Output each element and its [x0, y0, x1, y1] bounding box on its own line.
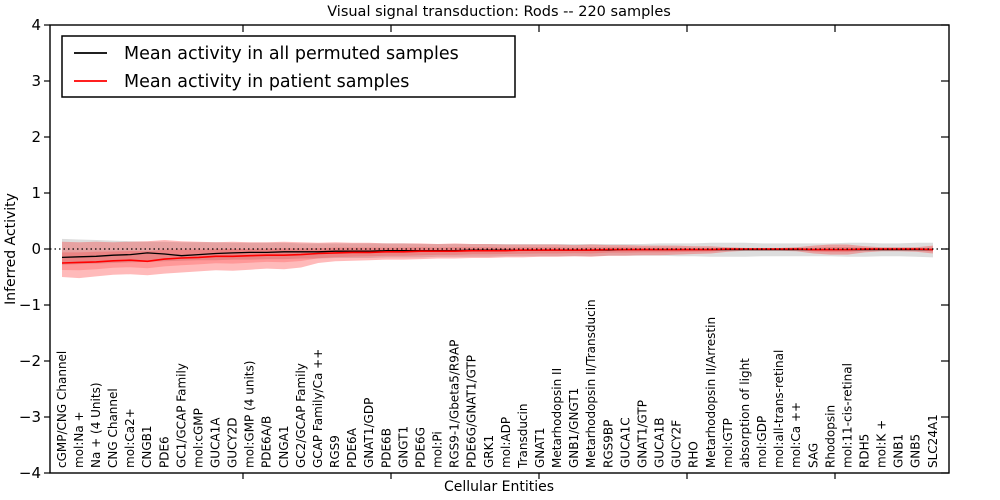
x-category-label: SAG: [806, 443, 820, 468]
x-category-label: Metarhodopsin II/Arrestin: [704, 317, 718, 468]
x-category-label: mol:GTP: [721, 418, 735, 468]
x-category-label: cGMP/CNG Channel: [55, 351, 69, 468]
x-category-label: GC2/GCAP Family: [294, 363, 308, 468]
x-category-label: GRK1: [482, 435, 496, 468]
x-category-label: mol:K +: [875, 420, 889, 468]
x-category-label: RGS9: [328, 435, 342, 468]
x-category-label: GNB1/GNGT1: [567, 388, 581, 468]
x-category-label: RDH5: [858, 434, 872, 468]
x-category-label: CNG Channel: [106, 388, 120, 468]
x-category-label: mol:Ca ++: [789, 402, 803, 468]
x-category-label: GUCA1A: [209, 417, 223, 468]
x-category-label: GNAT1: [533, 427, 547, 468]
x-category-label: mol:GMP (4 units): [243, 361, 257, 468]
x-category-label: mol:Pi: [431, 431, 445, 468]
x-category-label: Na + (4 Units): [89, 382, 103, 468]
x-category-label: PDE6G: [413, 427, 427, 468]
x-category-label: mol:11-cis-retinal: [840, 363, 854, 468]
x-category-label: GNAT1/GDP: [362, 398, 376, 468]
patient-mean-line: [61, 248, 934, 264]
x-category-label: GNGT1: [396, 426, 410, 468]
x-category-label: mol:ADP: [499, 417, 513, 468]
x-category-label: GUCY2D: [226, 418, 240, 468]
x-category-label: mol:GDP: [755, 416, 769, 468]
y-tick-label: 2: [31, 128, 41, 146]
x-category-label: GNB1: [892, 434, 906, 468]
x-category-label: CNGB1: [140, 425, 154, 468]
x-category-label: mol:Na +: [72, 411, 86, 468]
x-category-label: Metarhodopsin II: [550, 368, 564, 468]
y-tick-label: 3: [31, 72, 41, 90]
x-category-label: PDE6G/GNAT1/GTP: [465, 355, 479, 468]
x-axis-label: Cellular Entities: [444, 479, 554, 495]
y-tick-label: 0: [31, 240, 41, 258]
x-category-label: PDE6: [157, 436, 171, 468]
chart-title: Visual signal transduction: Rods -- 220 …: [327, 4, 671, 20]
patient-inner-band: [62, 247, 933, 271]
y-axis-label: Inferred Activity: [3, 193, 19, 305]
x-category-label: GUCY2F: [670, 420, 684, 468]
x-category-label: GC1/GCAP Family: [174, 363, 188, 468]
x-category-label: SLC24A1: [926, 414, 940, 468]
x-category-label: GUCA1B: [653, 417, 667, 468]
x-category-label: PDE6A: [345, 427, 359, 468]
x-category-label: Rhodopsin: [823, 405, 837, 468]
legend-label-patient: Mean activity in patient samples: [124, 72, 409, 92]
x-category-label: PDE6B: [379, 428, 393, 468]
plot-area: −4 −3 −2 −1 0 1 2 3 4 cGMP/CNG Channel mol:Na + Na …: [19, 16, 950, 482]
x-category-label: CNGA1: [277, 426, 291, 469]
x-category-label: GCAP Family/Ca ++: [311, 349, 325, 468]
x-category-label: GNB5: [909, 434, 923, 468]
y-tick-label: −2: [19, 352, 41, 370]
legend-label-permuted: Mean activity in all permuted samples: [124, 44, 459, 64]
x-category-label: RGS9BP: [601, 420, 615, 468]
x-category-label: mol:cGMP: [191, 408, 205, 468]
x-category-label: GNAT1/GTP: [636, 400, 650, 468]
x-category-label: Transducin: [516, 404, 530, 469]
x-category-label: PDE6A/B: [260, 416, 274, 468]
x-category-label: absorption of light: [738, 358, 752, 468]
legend: Mean activity in all permuted samples Me…: [61, 35, 516, 98]
x-category-label: mol:Ca2+: [123, 408, 137, 468]
y-tick-label: 1: [31, 184, 41, 202]
legend-box: [61, 35, 516, 98]
x-category-label: RHO: [687, 441, 701, 468]
permuted-range-band: [62, 238, 933, 265]
y-tick-label: −3: [19, 408, 41, 426]
x-category-label: RGS9-1/Gbeta5/R9AP: [448, 340, 462, 468]
x-category-label: Metarhodopsin II/Transducin: [584, 299, 598, 468]
y-tick-label: −4: [19, 464, 41, 482]
y-tick-label: 4: [31, 16, 41, 34]
x-category-label: GUCA1C: [618, 417, 632, 468]
y-tick-label: −1: [19, 296, 41, 314]
x-category-label: mol:all-trans-retinal: [772, 350, 786, 468]
